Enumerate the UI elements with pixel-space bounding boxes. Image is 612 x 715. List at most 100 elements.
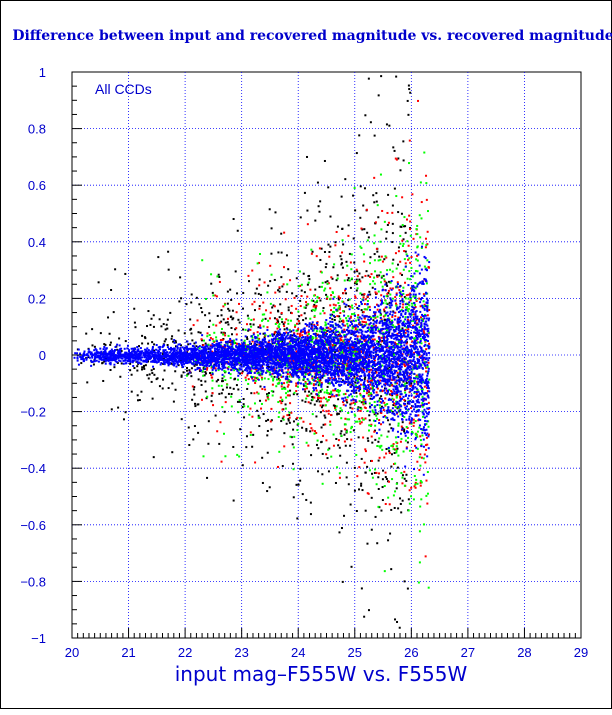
scatter-point [144, 336, 146, 338]
scatter-point [415, 420, 417, 422]
scatter-point [425, 182, 427, 184]
scatter-point [319, 259, 321, 261]
scatter-point [237, 388, 239, 390]
scatter-point [380, 434, 382, 436]
scatter-point [267, 394, 269, 396]
scatter-point [421, 374, 423, 376]
scatter-point [360, 228, 362, 230]
scatter-point [380, 314, 382, 316]
scatter-point [196, 297, 198, 299]
scatter-point [191, 399, 193, 401]
scatter-point [385, 453, 387, 455]
scatter-point [329, 317, 331, 319]
scatter-point [171, 382, 173, 384]
scatter-point [389, 423, 391, 425]
scatter-point [385, 476, 387, 478]
scatter-point [420, 338, 422, 340]
scatter-point [428, 318, 430, 320]
scatter-point [380, 294, 382, 296]
scatter-point [153, 343, 155, 345]
scatter-point [403, 269, 405, 271]
scatter-point [410, 407, 412, 409]
scatter-point [356, 152, 358, 154]
scatter-point [382, 286, 384, 288]
scatter-point [427, 471, 429, 473]
scatter-point [215, 336, 217, 338]
scatter-point [261, 457, 263, 459]
scatter-point [208, 326, 210, 328]
scatter-point [386, 293, 388, 295]
scatter-point [337, 331, 339, 333]
scatter-point [408, 509, 410, 511]
scatter-point [236, 343, 238, 345]
scatter-point [346, 399, 348, 401]
scatter-point [352, 195, 354, 197]
scatter-point [389, 269, 391, 271]
scatter-point [360, 485, 362, 487]
scatter-point [297, 386, 299, 388]
scatter-point [192, 385, 194, 387]
scatter-point [259, 278, 261, 280]
scatter-point [321, 271, 323, 273]
scatter-point [281, 399, 283, 401]
scatter-point [337, 398, 339, 400]
scatter-point [348, 483, 350, 485]
scatter-point [422, 243, 424, 245]
scatter-point [354, 271, 356, 273]
scatter-point [316, 330, 318, 332]
scatter-point [328, 244, 330, 246]
scatter-point [374, 270, 376, 272]
scatter-point [337, 444, 339, 446]
scatter-point [414, 320, 416, 322]
scatter-point [229, 387, 231, 389]
scatter-point [341, 196, 343, 198]
scatter-point [380, 75, 382, 77]
scatter-point [370, 425, 372, 427]
scatter-point [326, 296, 328, 298]
scatter-point [167, 319, 169, 321]
scatter-point [191, 367, 193, 369]
scatter-point [364, 308, 366, 310]
scatter-point [321, 389, 323, 391]
scatter-point [425, 361, 427, 363]
scatter-point [385, 302, 387, 304]
scatter-point [389, 321, 391, 323]
scatter-point [153, 368, 155, 370]
scatter-point [346, 401, 348, 403]
scatter-point [376, 340, 378, 342]
scatter-point [392, 262, 394, 264]
scatter-point [283, 419, 285, 421]
scatter-point [222, 380, 224, 382]
scatter-point [245, 377, 247, 379]
scatter-point [299, 335, 301, 337]
scatter-point [224, 379, 226, 381]
scatter-point [238, 455, 240, 457]
scatter-point [301, 427, 303, 429]
scatter-point [111, 408, 113, 410]
scatter-point [340, 407, 342, 409]
scatter-point [386, 231, 388, 233]
scatter-point [415, 299, 417, 301]
scatter-point [163, 323, 165, 325]
scatter-point [235, 327, 237, 329]
scatter-point [304, 391, 306, 393]
scatter-point [357, 287, 359, 289]
scatter-point [153, 456, 155, 458]
scatter-point [327, 323, 329, 325]
scatter-point [340, 417, 342, 419]
scatter-point [83, 360, 85, 362]
scatter-point [286, 283, 288, 285]
scatter-point [200, 307, 202, 309]
scatter-point [323, 366, 325, 368]
scatter-point [231, 405, 233, 407]
scatter-point [254, 309, 256, 311]
scatter-point [278, 323, 280, 325]
scatter-point [414, 282, 416, 284]
scatter-point [343, 303, 345, 305]
scatter-point [305, 430, 307, 432]
scatter-point [321, 286, 323, 288]
scatter-point [397, 211, 399, 213]
scatter-point [113, 311, 115, 313]
scatter-point [365, 321, 367, 323]
scatter-point [352, 398, 354, 400]
